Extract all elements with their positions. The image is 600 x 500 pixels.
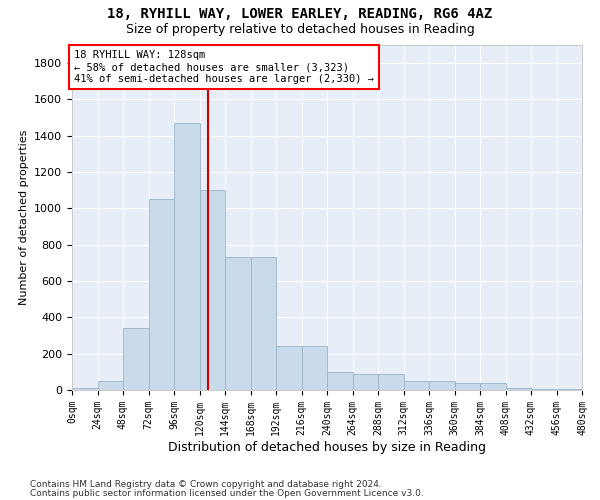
Bar <box>378 374 404 390</box>
X-axis label: Distribution of detached houses by size in Reading: Distribution of detached houses by size … <box>168 440 486 454</box>
Bar <box>225 258 251 390</box>
Bar <box>72 388 97 390</box>
Text: Contains public sector information licensed under the Open Government Licence v3: Contains public sector information licen… <box>30 490 424 498</box>
Bar <box>251 258 276 390</box>
Bar <box>455 382 480 390</box>
Bar <box>429 381 455 390</box>
Text: 18, RYHILL WAY, LOWER EARLEY, READING, RG6 4AZ: 18, RYHILL WAY, LOWER EARLEY, READING, R… <box>107 8 493 22</box>
Bar <box>327 372 353 390</box>
Y-axis label: Number of detached properties: Number of detached properties <box>19 130 29 305</box>
Text: Size of property relative to detached houses in Reading: Size of property relative to detached ho… <box>125 22 475 36</box>
Bar <box>123 328 149 390</box>
Bar <box>404 381 429 390</box>
Bar <box>480 382 505 390</box>
Bar <box>557 389 582 390</box>
Bar <box>505 388 531 390</box>
Text: Contains HM Land Registry data © Crown copyright and database right 2024.: Contains HM Land Registry data © Crown c… <box>30 480 382 489</box>
Bar <box>302 346 327 390</box>
Bar <box>199 190 225 390</box>
Bar <box>353 374 378 390</box>
Bar <box>174 123 199 390</box>
Bar <box>97 381 123 390</box>
Bar <box>276 346 302 390</box>
Bar <box>149 200 174 390</box>
Text: 18 RYHILL WAY: 128sqm
← 58% of detached houses are smaller (3,323)
41% of semi-d: 18 RYHILL WAY: 128sqm ← 58% of detached … <box>74 50 374 84</box>
Bar <box>531 389 557 390</box>
